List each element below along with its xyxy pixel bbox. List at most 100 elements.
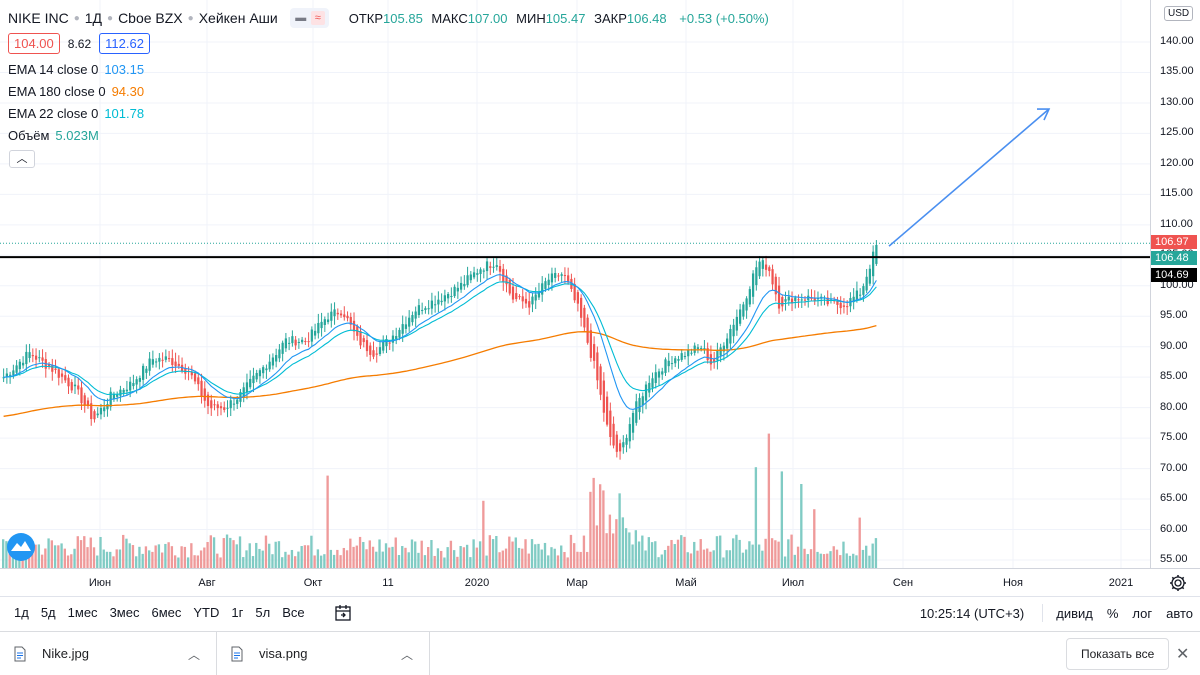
date-range-icon[interactable] [333, 603, 353, 623]
candle-body [485, 261, 489, 272]
candle-body [86, 400, 90, 407]
close-icon[interactable]: ✕ [1176, 646, 1190, 663]
range-5d[interactable]: 5д [40, 605, 56, 620]
volume-bar [148, 550, 151, 568]
study-ema14[interactable]: EMA 14 close 0 103.15 [8, 62, 144, 77]
range-3m[interactable]: 3мес [109, 605, 140, 620]
volume-bar [485, 555, 488, 568]
candle-body [216, 404, 219, 409]
download-item[interactable]: Nike.jpg ︿ [0, 631, 217, 675]
candle-body [547, 279, 550, 286]
range-1d[interactable]: 1д [14, 605, 29, 620]
time-tick-label: Июн [88, 577, 112, 589]
candle-body [12, 370, 15, 376]
volume-bar [209, 535, 212, 568]
candle-body [21, 362, 25, 366]
candle-body [398, 329, 401, 338]
bottom-toolbar: 1д 5д 1мес 3мес 6мес YTD 1г 5л Все 10:25… [0, 596, 1200, 628]
range-1y[interactable]: 1г [231, 605, 244, 620]
interval-label[interactable]: 1Д [84, 10, 103, 26]
time-axis[interactable]: Июн Авг Окт 11 2020 Мар Май Июл Сен Ноя 2021 [0, 568, 1200, 596]
volume-bar [349, 538, 352, 568]
candle-body [258, 370, 262, 377]
candle-body [203, 388, 206, 401]
percent-toggle[interactable]: % [1106, 605, 1119, 621]
volume-bar [757, 544, 761, 568]
candle-body [148, 358, 151, 371]
volume-bar [790, 534, 793, 568]
legend-toggle[interactable]: ▬ ≈ [289, 8, 329, 28]
volume-bar [563, 551, 566, 568]
range-ytd[interactable]: YTD [193, 605, 220, 620]
study-name: EMA 14 close 0 [8, 62, 99, 77]
currency-button[interactable]: USD [1164, 6, 1194, 21]
volume-bar [135, 556, 138, 568]
clock[interactable]: 10:25:14 (UTC+3) [919, 605, 1025, 621]
minus-icon[interactable]: ▬ [295, 12, 307, 24]
chart-legend: NIKE INC ● 1Д ● Cboe BZX ● Хейкен Аши ▬ … [0, 0, 1150, 180]
volume-bar [242, 557, 245, 568]
candle-body [219, 406, 223, 409]
candle-body [855, 290, 859, 300]
candle-body [670, 363, 674, 365]
candle-body [453, 286, 456, 297]
volume-bar [118, 549, 122, 568]
candle-body [498, 266, 502, 272]
candle-body [200, 380, 203, 397]
volume-bar [586, 551, 589, 568]
candle-body [700, 347, 703, 349]
volume-bar [128, 543, 131, 568]
price-tick-label: 120.00 [1160, 156, 1194, 169]
log-toggle[interactable]: лог [1132, 605, 1153, 621]
candle-body [90, 403, 93, 420]
chart-type-label[interactable]: Хейкен Аши [198, 10, 278, 26]
candle-body [223, 407, 226, 410]
volume-bar [31, 549, 34, 568]
volume-bar [183, 546, 187, 568]
candle-body [690, 352, 693, 354]
candle-body [129, 381, 132, 391]
range-1m[interactable]: 1мес [67, 605, 98, 620]
volume-bar [598, 484, 602, 568]
volume-bar [433, 555, 436, 568]
candle-body [8, 374, 12, 376]
gear-icon[interactable] [1168, 573, 1188, 593]
volume-bar [27, 549, 31, 568]
range-6m[interactable]: 6мес [151, 605, 182, 620]
volume-bar [761, 550, 764, 568]
download-item[interactable]: visa.png ︿ [217, 631, 430, 675]
price-chart[interactable] [0, 0, 1150, 568]
symbol-name[interactable]: NIKE INC [8, 10, 69, 26]
chevron-up-icon[interactable]: ︿ [400, 647, 413, 662]
volume-bar [803, 548, 806, 568]
collapse-legend-button[interactable]: ︿ [9, 150, 35, 168]
study-volume[interactable]: Объём 5.023M [8, 128, 99, 143]
volume-bar [874, 538, 878, 568]
chart-pane[interactable] [0, 0, 1200, 596]
ema14-line [3, 274, 877, 410]
volume-bar [706, 548, 709, 568]
show-all-button[interactable]: Показать все [1066, 638, 1170, 670]
range-all[interactable]: Все [282, 605, 305, 620]
bid-price[interactable]: 104.00 [8, 33, 60, 54]
study-ema22[interactable]: EMA 22 close 0 101.78 [8, 106, 144, 121]
candle-body [434, 304, 437, 306]
spread-value: 8.62 [67, 36, 92, 51]
candle-body [112, 394, 116, 400]
study-value: 103.15 [104, 62, 145, 77]
candle-body [265, 368, 268, 371]
volume-bar [66, 555, 70, 568]
volume-bar [225, 534, 229, 568]
auto-toggle[interactable]: авто [1166, 605, 1193, 621]
candle-body [122, 389, 125, 393]
ask-price[interactable]: 112.62 [99, 33, 150, 54]
chevron-up-icon[interactable]: ︿ [187, 647, 200, 662]
tilde-icon[interactable]: ≈ [310, 11, 325, 25]
candle-body [339, 313, 343, 316]
price-scale[interactable] [1150, 0, 1200, 568]
volume-bar [530, 539, 534, 568]
volume-bar [569, 534, 573, 568]
study-ema180[interactable]: EMA 180 close 0 94.30 [8, 84, 144, 99]
dividends-toggle[interactable]: дивид [1056, 605, 1093, 621]
range-5y[interactable]: 5л [255, 605, 271, 620]
